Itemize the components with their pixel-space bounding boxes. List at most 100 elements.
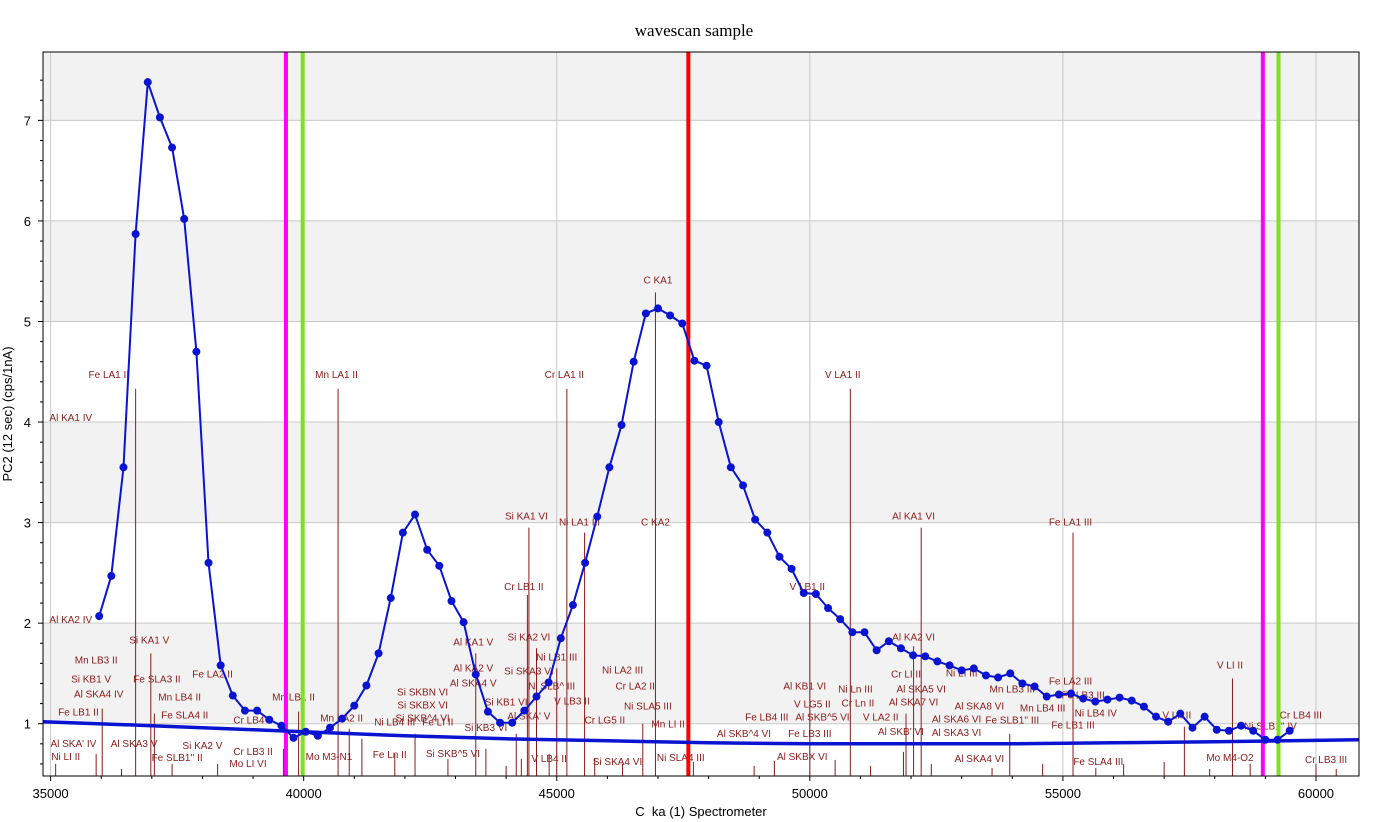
scan-point xyxy=(1066,689,1075,698)
element-line-label: Si SKBX VI xyxy=(397,701,448,712)
scan-point xyxy=(617,421,626,430)
vertical-position-markers xyxy=(283,52,1281,776)
scan-point xyxy=(860,628,869,637)
element-line-label: Fe LA1 III xyxy=(1049,518,1092,529)
scan-point xyxy=(483,707,492,716)
element-line-label: C KA2 xyxy=(641,518,670,529)
scan-point xyxy=(496,718,505,727)
element-line-label: Mo LI VI xyxy=(229,759,266,770)
y-tick-label: 5 xyxy=(24,314,31,329)
element-line-label: Cr LG5 II xyxy=(585,716,626,727)
x-tick-label: 45000 xyxy=(539,786,575,801)
element-line-label: Fe SLA3 II xyxy=(133,674,180,685)
element-line-label: Ni LA2 III xyxy=(602,665,643,676)
scan-point xyxy=(872,646,881,655)
scan-point xyxy=(836,615,845,624)
element-line-label: Fe SLB1'' III xyxy=(985,716,1039,727)
scan-point xyxy=(411,510,420,519)
plot-band xyxy=(43,120,1359,221)
scan-point xyxy=(1030,682,1039,691)
scan-point xyxy=(1249,726,1258,735)
element-line-label: Al KA2 V xyxy=(453,663,493,674)
element-line-label: Mo M4-O2 xyxy=(1206,753,1254,764)
element-line-label: Ni LB4 III xyxy=(374,718,415,729)
chart-title: wavescan sample xyxy=(635,21,753,40)
scan-point xyxy=(824,604,833,613)
scan-point xyxy=(107,571,116,580)
scan-point xyxy=(653,304,662,313)
element-line-label: Si KA2 VI xyxy=(508,632,551,643)
scan-point xyxy=(884,637,893,646)
scan-point xyxy=(811,589,820,598)
scan-point xyxy=(593,512,602,521)
plot-band xyxy=(43,623,1359,724)
element-line-label: Al SKA4 V xyxy=(450,679,497,690)
element-line-label: Ni LB1 III xyxy=(536,652,577,663)
element-line-label: Cr Ln II xyxy=(842,699,875,710)
element-line-label: Mn LB3 II xyxy=(75,655,118,666)
plot-frame xyxy=(42,51,1360,777)
element-line-label: Al SKA4 VI xyxy=(955,754,1004,765)
scan-point xyxy=(775,552,784,561)
element-line-label: Mn LB3 III xyxy=(989,685,1035,696)
y-axis-ticks: 1 2 3 4 5 6 7 xyxy=(24,79,43,765)
element-line-label: Ni LA1 III xyxy=(559,518,600,529)
element-line-label: Al SKA' V xyxy=(507,712,550,723)
scan-point xyxy=(714,418,723,427)
x-axis-ticks: 35000 40000 45000 50000 55000 60000 xyxy=(33,776,1334,801)
scan-point xyxy=(386,594,395,603)
element-line-label: Ni SLB^ III xyxy=(528,682,575,693)
scan-point xyxy=(605,463,614,472)
scan-point xyxy=(994,673,1003,682)
scan-point xyxy=(532,692,541,701)
element-line-label: Ni Ln III xyxy=(838,685,872,696)
scan-point xyxy=(1224,726,1233,735)
x-tick-label: 50000 xyxy=(792,786,828,801)
element-line-label: Fe LA2 III xyxy=(1049,676,1092,687)
element-line-label: Cr LB4 III xyxy=(1280,711,1322,722)
element-line-label: Si SKA4 VI xyxy=(593,757,642,768)
element-line-label: Al SKA3 V xyxy=(111,739,158,750)
element-line-label: Al SKB^4 VI xyxy=(717,729,771,740)
element-line-label: Cr LA2 II xyxy=(615,682,654,693)
plot-band xyxy=(43,723,1359,776)
element-line-label: Fe Ln II xyxy=(373,750,407,761)
element-line-label: Al SKB^5 VI xyxy=(795,713,849,724)
scan-point xyxy=(581,558,590,567)
scan-point xyxy=(265,715,274,724)
scan-point xyxy=(374,649,383,658)
scan-point xyxy=(739,481,748,490)
element-line-label: Si SKB^5 VI xyxy=(426,749,480,760)
element-line-label: V LB1 II xyxy=(790,582,826,593)
scan-point xyxy=(1054,690,1063,699)
scan-point xyxy=(921,652,930,661)
plot-band xyxy=(43,321,1359,423)
element-line-label: V LB3 II xyxy=(554,697,590,708)
x-tick-label: 40000 xyxy=(286,786,322,801)
element-line-label: Fe LB4 III xyxy=(745,713,788,724)
scan-point xyxy=(690,356,699,365)
element-line-label: Al KB1 VI xyxy=(783,682,826,693)
element-line-label: Ni SLA4 III xyxy=(657,753,705,764)
element-line-label: V LB4 II xyxy=(531,754,567,765)
scan-point xyxy=(641,309,650,318)
element-line-label: Al SKA7 VI xyxy=(889,698,938,709)
data-series xyxy=(42,78,1360,746)
scan-point xyxy=(763,528,772,537)
scan-point xyxy=(240,706,249,715)
x-tick-label: 55000 xyxy=(1045,786,1081,801)
element-line-label: Si SKBN VI xyxy=(397,688,448,699)
scan-point xyxy=(726,463,735,472)
scan-point xyxy=(228,691,237,700)
y-tick-label: 2 xyxy=(24,616,31,631)
scan-point xyxy=(119,463,128,472)
x-tick-label: 60000 xyxy=(1298,786,1334,801)
scan-point xyxy=(131,230,140,239)
element-line-label: C KA1 xyxy=(644,275,673,286)
element-line-label: Si KB1 V xyxy=(71,674,111,685)
y-tick-label: 4 xyxy=(24,415,31,430)
scan-point xyxy=(471,670,480,679)
scan-point xyxy=(1237,721,1246,730)
element-line-label: Al SKB' VI xyxy=(878,727,924,738)
element-line-label: Cr LB3 III xyxy=(1305,755,1347,766)
